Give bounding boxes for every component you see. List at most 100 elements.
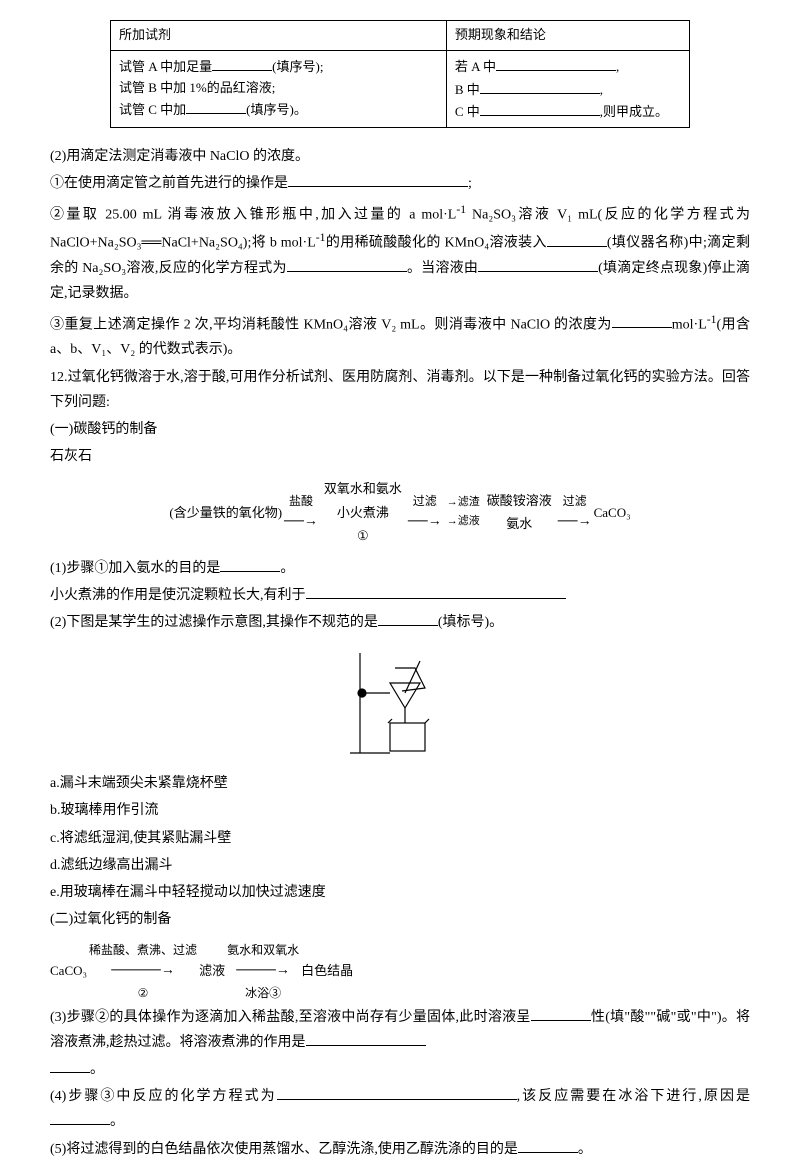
blank-c [186, 98, 246, 114]
f2-arr1-icon: ─────→ [111, 958, 175, 983]
q12-p4a: (4)步骤③中反应的化学方程式为 [50, 1089, 277, 1104]
blank-p4a [277, 1084, 517, 1100]
q12-p3b: 性 [591, 1010, 606, 1025]
l2: 试管 B 中加 1%的品红溶液; [119, 80, 275, 95]
c1: , [616, 59, 619, 74]
box1-num: ① [324, 524, 402, 547]
q12-head: 12.过氧化钙微溶于水,溶于酸,可用作分析试剂、医用防腐剂、消毒剂。以下是一种制… [50, 365, 750, 415]
p2-2a: ②量取 25.00 mL 消毒液放入锥形瓶中,加入过量的 a mol·L [50, 207, 456, 222]
q12-p3d-t: 。 [90, 1062, 104, 1077]
q12-p5b: 。 [578, 1142, 592, 1157]
th-result: 预期现象和结论 [446, 21, 689, 51]
sup3: -1 [707, 313, 717, 326]
q12-p1b: 。 [280, 561, 294, 576]
sup1: -1 [456, 203, 466, 216]
blank-p1a [220, 556, 280, 572]
br2: →滤液 [447, 512, 480, 532]
arrow-icon: ──→ [284, 509, 318, 534]
q12-p3: (3)步骤②的具体操作为逐滴加入稀盐酸,至溶液中尚存有少量固体,此时溶液呈性(填… [50, 1005, 750, 1055]
r2: B 中 [455, 82, 480, 97]
f2-arr2-icon: ────→ [236, 958, 290, 983]
p2-title: (2)用滴定法测定消毒液中 NaClO 的浓度。 [50, 144, 750, 169]
blank-p2 [378, 610, 438, 626]
cell-reagent: 试管 A 中加足量 (填序号); 试管 B 中加 1%的品红溶液; 试管 C 中加… [111, 50, 447, 127]
f2-arrow-1: 稀盐酸、煮沸、过滤─────→② [89, 940, 197, 1000]
p2-1: ①在使用滴定管之前首先进行的操作是; [50, 171, 750, 196]
q12-p2: (2)下图是某学生的过滤操作示意图,其操作不规范的是 (填标号)。 [50, 610, 750, 635]
blank-p3c [306, 1030, 426, 1046]
q12-p1: (1)步骤①加入氨水的目的是 。 [50, 556, 750, 581]
opt-c: c.将滤纸湿润,使其紧贴漏斗壁 [50, 826, 750, 851]
q12-p4: (4)步骤③中反应的化学方程式为,该反应需要在冰浴下进行,原因是。 [50, 1084, 750, 1134]
s1-title: (一)碳酸钙的制备 [50, 417, 750, 442]
arrow-icon-3: ──→ [558, 509, 592, 534]
blank-op [288, 171, 468, 187]
brace-1: →滤渣→滤液 [447, 493, 480, 533]
q12-p2b: (填标号)。 [438, 615, 503, 630]
p2-1b: ; [468, 176, 472, 191]
f2-mid: 滤液 [199, 959, 225, 982]
blank-p5 [518, 1137, 578, 1153]
q12-p2a: (2)下图是某学生的过滤操作示意图,其操作不规范的是 [50, 615, 378, 630]
r4: ,则甲成立。 [600, 104, 668, 119]
opt-e: e.用玻璃棒在漏斗中轻轻搅动以加快过滤速度 [50, 880, 750, 905]
box-1: 双氧水和氨水 小火煮沸 ① [320, 477, 406, 547]
opt-b: b.玻璃棒用作引流 [50, 798, 750, 823]
reagent-table: 所加试剂 预期现象和结论 试管 A 中加足量 (填序号); 试管 B 中加 1%的… [110, 20, 690, 128]
box1-bot: 小火煮沸 [324, 501, 402, 524]
q12-p1c: 小火煮沸的作用是使沉淀颗粒长大,有利于 [50, 583, 750, 608]
p2-2: ②量取 25.00 mL 消毒液放入锥形瓶中,加入过量的 a mol·L-1 N… [50, 199, 750, 307]
p2-3: ③重复上述滴定操作 2 次,平均消耗酸性 KMnO₄溶液 V₂ mL。则消毒液中… [50, 309, 750, 363]
f2-start: CaCO₃ [50, 959, 87, 982]
q12-p3d: 。 [50, 1057, 750, 1082]
blank-a [212, 55, 272, 71]
f2-n1: ② [138, 983, 149, 1005]
f2-end: 白色结晶 [301, 959, 353, 982]
s2-title: (二)过氧化钙的制备 [50, 907, 750, 932]
box2-top: 碳酸铵溶液 [487, 489, 552, 512]
l3b: (填序号)。 [246, 102, 307, 117]
q12-p3a: (3)步骤②的具体操作为逐滴加入稀盐酸,至溶液中尚存有少量固体,此时溶液呈 [50, 1010, 531, 1025]
p2-3a: ③重复上述滴定操作 2 次,平均消耗酸性 KMnO₄溶液 V₂ mL。则消毒液中… [50, 317, 612, 332]
q12-p4b: ,该反应需要在冰浴下进行,原因是 [517, 1089, 750, 1104]
br1: →滤渣 [447, 493, 480, 513]
l1: 试管 A 中加足量 [119, 59, 212, 74]
p2-3b: mol·L [672, 317, 707, 332]
c2: , [600, 82, 603, 97]
blank-rc [480, 100, 600, 116]
p2-1a: ①在使用滴定管之前首先进行的操作是 [50, 176, 288, 191]
flow-left: (含少量铁的氧化物) [169, 501, 282, 524]
l3: 试管 C 中加 [119, 102, 186, 117]
box1-top: 双氧水和氨水 [324, 477, 402, 500]
q12-p1c-t: 小火煮沸的作用是使沉淀颗粒长大,有利于 [50, 588, 306, 603]
l1b: (填序号); [272, 59, 323, 74]
q12-p1a: (1)步骤①加入氨水的目的是 [50, 561, 220, 576]
sup2: -1 [316, 231, 326, 244]
blank-p3a [531, 1005, 591, 1021]
cell-result: 若 A 中, B 中, C 中 ,则甲成立。 [446, 50, 689, 127]
blank-app [547, 231, 607, 247]
blank-p1c [306, 583, 566, 599]
filter-diagram [340, 643, 460, 763]
q12-p5: (5)将过滤得到的白色结晶依次使用蒸馏水、乙醇洗涤,使用乙醇洗涤的目的是。 [50, 1137, 750, 1162]
r3: C 中 [455, 104, 480, 119]
arrow-3: 过滤──→ [558, 491, 592, 534]
blank-rb [480, 78, 600, 94]
br1-t: 滤渣 [458, 496, 480, 508]
flow-diagram-2: CaCO₃ 稀盐酸、煮沸、过滤─────→② 滤液 氨水和双氧水────→冰浴③… [50, 940, 750, 1000]
r1: 若 A 中 [455, 59, 496, 74]
flow-diagram-1: (含少量铁的氧化物) 盐酸──→ 双氧水和氨水 小火煮沸 ① 过滤──→ →滤渣… [50, 477, 750, 547]
blank-conc [612, 312, 672, 328]
f2-arrow-2: 氨水和双氧水────→冰浴③ [227, 940, 299, 1000]
opt-a: a.漏斗末端颈尖未紧靠烧杯壁 [50, 771, 750, 796]
s1-left1: 石灰石 [50, 444, 750, 469]
arrow-icon-2: ──→ [408, 509, 442, 534]
blank-ra [496, 55, 616, 71]
arrow-2: 过滤──→ [408, 491, 442, 534]
opt-d: d.滤纸边缘高出漏斗 [50, 853, 750, 878]
box-2: 碳酸铵溶液 氨水 [483, 489, 556, 536]
th-reagent: 所加试剂 [111, 21, 447, 51]
blank-end [478, 256, 598, 272]
blank-eq [287, 256, 407, 272]
f2-n2: 冰浴③ [245, 983, 281, 1005]
